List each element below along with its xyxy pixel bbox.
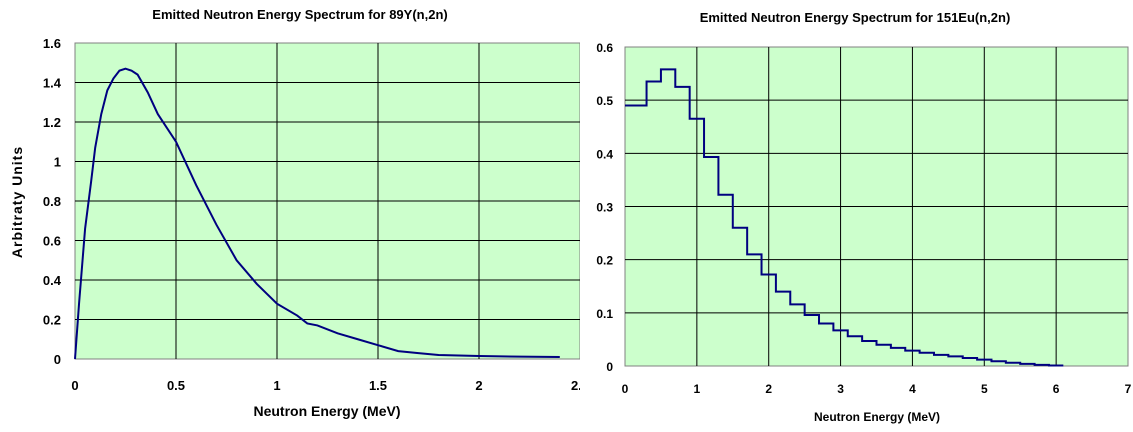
y-tick-label: 1.2 [43, 115, 61, 130]
x-axis-label: Neutron Energy (MeV) [253, 403, 400, 419]
chart-151eu-spectrum: Emitted Neutron Energy Spectrum for 151E… [580, 0, 1133, 427]
series-step-line [625, 68, 1064, 367]
x-tick-label: 0.5 [167, 378, 185, 393]
chart-89y-svg: Emitted Neutron Energy Spectrum for 89Y(… [9, 7, 589, 419]
y-tick-label: 0.2 [596, 254, 613, 268]
x-tick-label: 2.5 [571, 378, 580, 393]
y-tick-label: 0 [54, 352, 61, 367]
y-tick-label: 0.8 [43, 194, 61, 209]
gridlines [625, 47, 1128, 366]
y-tick-label: 1 [54, 155, 61, 170]
x-tick-label: 2 [475, 378, 482, 393]
chart-title: Emitted Neutron Energy Spectrum for 89Y(… [152, 7, 447, 22]
y-tick-label: 0.4 [596, 147, 613, 161]
tick-labels: 0 0.5 1 1.5 2 2.5 0 0.2 0.4 0.6 0.8 1 1.2 1.4 1.6 [43, 36, 589, 393]
series-line [74, 67, 560, 360]
x-tick-label: 0 [71, 378, 78, 393]
y-tick-label: 0.2 [43, 313, 61, 328]
chart-151eu-svg: Emitted Neutron Energy Spectrum for 151E… [596, 10, 1131, 424]
x-tick-label: 4 [909, 382, 916, 396]
chart-title: Emitted Neutron Energy Spectrum for 151E… [700, 10, 1011, 25]
x-tick-label: 6 [1053, 382, 1060, 396]
x-tick-label: 7 [1125, 382, 1132, 396]
x-tick-label: 1 [273, 378, 280, 393]
y-tick-label: 0.1 [596, 307, 613, 321]
x-tick-label: 3 [837, 382, 844, 396]
y-tick-label: 0.5 [596, 94, 613, 108]
y-tick-label: 1.6 [43, 36, 61, 51]
y-tick-label: 0.6 [596, 41, 613, 55]
x-tick-label: 1 [694, 382, 701, 396]
y-tick-label: 1.4 [43, 76, 62, 91]
y-tick-label: 0 [606, 360, 613, 374]
tick-labels: 0 1 2 3 4 5 6 7 0 0.1 0.2 0.3 0.4 0.5 0.6 [596, 41, 1131, 396]
x-tick-label: 2 [765, 382, 772, 396]
x-tick-label: 0 [622, 382, 629, 396]
y-tick-label: 0.3 [596, 201, 613, 215]
chart-89y-spectrum: Emitted Neutron Energy Spectrum for 89Y(… [9, 7, 589, 419]
x-axis-label: Neutron Energy (MeV) [814, 410, 940, 424]
x-tick-label: 5 [981, 382, 988, 396]
y-axis-label: Arbitraty Units [9, 146, 25, 258]
y-tick-label: 0.4 [43, 273, 62, 288]
y-tick-label: 0.6 [43, 234, 61, 249]
x-tick-label: 1.5 [369, 378, 387, 393]
gridlines [75, 43, 580, 359]
